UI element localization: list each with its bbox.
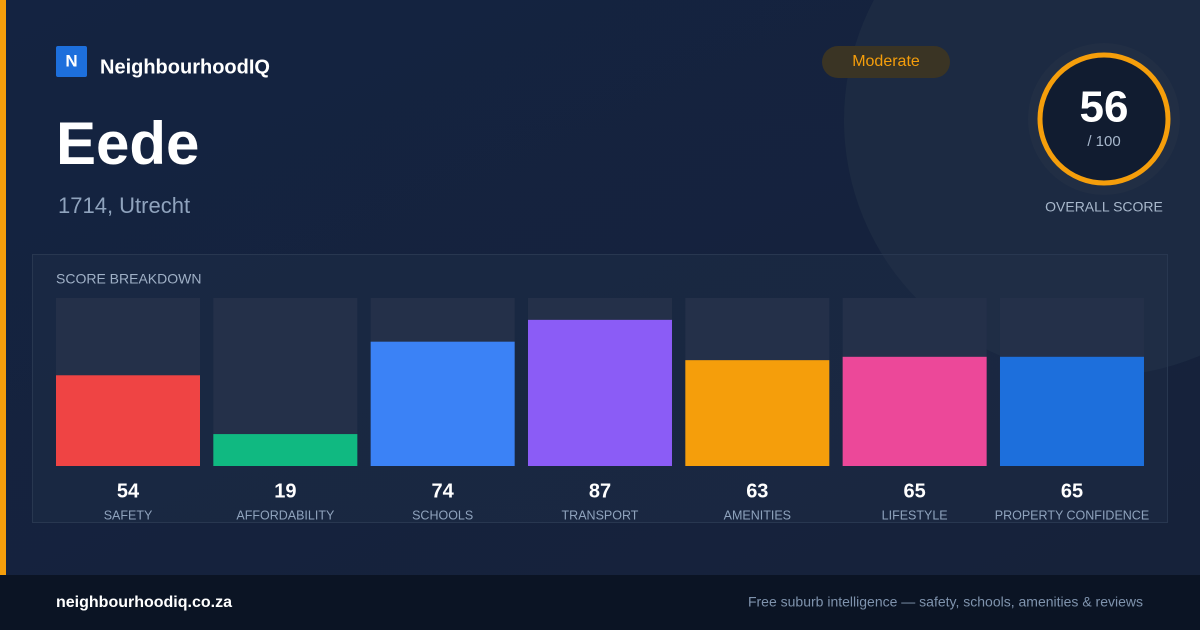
score-max: / 100 xyxy=(1087,133,1120,150)
title: Eede xyxy=(56,110,199,177)
value-label: 54 xyxy=(117,480,140,502)
value-label: 87 xyxy=(589,480,611,502)
bar xyxy=(999,356,1144,466)
category-label: SCHOOLS xyxy=(412,508,473,522)
category-label: SAFETY xyxy=(104,508,153,522)
score-value: 56 xyxy=(1080,83,1129,132)
category-label: AMENITIES xyxy=(724,508,791,522)
value-label: 74 xyxy=(432,480,455,502)
bar xyxy=(213,434,358,466)
bar xyxy=(56,375,200,466)
value-label: 65 xyxy=(1061,480,1083,502)
chart-title: SCORE BREAKDOWN xyxy=(56,271,201,287)
score-ring xyxy=(1037,52,1171,186)
subtitle: 1714, Utrecht xyxy=(58,193,190,218)
bar xyxy=(527,319,672,466)
badge xyxy=(822,46,950,78)
bar xyxy=(370,341,515,466)
footer-tagline: Free suburb intelligence — safety, schoo… xyxy=(748,594,1143,610)
footer xyxy=(0,575,1200,630)
value-label: 19 xyxy=(274,480,296,502)
bar xyxy=(842,356,987,466)
accent-stripe xyxy=(0,0,6,575)
brand: NeighbourhoodIQ xyxy=(100,56,270,78)
score-label: OVERALL SCORE xyxy=(1045,199,1163,215)
logo-letter: N xyxy=(65,51,77,70)
category-label: PROPERTY CONFIDENCE xyxy=(995,508,1149,522)
logo xyxy=(56,46,87,77)
value-label: 65 xyxy=(904,480,926,502)
category-label: AFFORDABILITY xyxy=(236,508,335,522)
footer-site: neighbourhoodiq.co.za xyxy=(56,594,232,611)
value-label: 63 xyxy=(746,480,768,502)
bars: 54 SAFETY 19 AFFORDABILITY 74 SCHOOLS 87 TRANSP… xyxy=(56,298,1149,522)
badge-text: Moderate xyxy=(852,53,920,70)
category-label: TRANSPORT xyxy=(562,508,639,522)
category-label: LIFESTYLE xyxy=(882,508,948,522)
bar xyxy=(685,360,830,466)
